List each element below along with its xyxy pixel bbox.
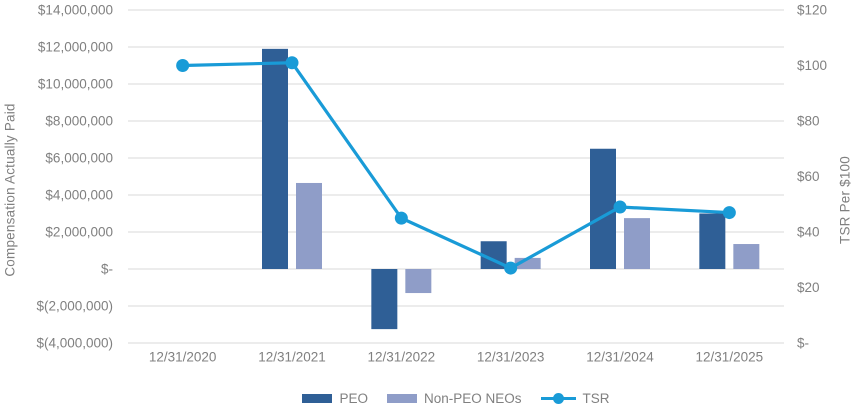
- left-axis-tick-label: $8,000,000: [45, 114, 113, 129]
- left-axis-tick-label: $4,000,000: [45, 188, 113, 203]
- right-axis-tick-label: $20: [797, 280, 820, 295]
- legend-label-peo: PEO: [339, 390, 368, 406]
- left-axis-tick-label: $14,000,000: [38, 3, 113, 18]
- bar-non-peo-neos: [296, 182, 322, 269]
- tsr-marker: [722, 206, 736, 220]
- legend-item-non-peo-neos: Non-PEO NEOs: [386, 390, 522, 406]
- x-axis-label: 12/31/2025: [696, 350, 764, 365]
- x-axis-label: 12/31/2023: [477, 350, 545, 365]
- left-axis-tick-label: $(4,000,000): [36, 336, 113, 351]
- x-axis-label: 12/31/2020: [149, 350, 217, 365]
- right-axis-tick-label: $80: [797, 114, 820, 129]
- right-axis-tick-label: $100: [797, 58, 827, 73]
- tsr-marker: [285, 56, 299, 70]
- legend-line-marker-icon: [540, 392, 576, 405]
- x-axis-label: 12/31/2024: [586, 350, 654, 365]
- legend-item-peo: PEO: [302, 391, 368, 406]
- legend-swatch-peo: [302, 393, 333, 403]
- legend-item-tsr: TSR: [540, 390, 610, 406]
- bar-non-peo-neos: [514, 257, 541, 269]
- right-axis-tick-label: $-: [797, 336, 809, 351]
- right-axis-tick-label: $120: [797, 3, 827, 18]
- tsr-marker: [504, 261, 518, 275]
- legend-label-tsr: TSR: [582, 390, 610, 406]
- x-axis-label: 12/31/2021: [258, 350, 326, 365]
- right-axis-tick-label: $60: [797, 169, 820, 184]
- left-axis-tick-label: $2,000,000: [45, 225, 113, 240]
- bar-non-peo-neos: [733, 244, 760, 269]
- bar-non-peo-neos: [405, 269, 432, 294]
- legend-label-non-peo-neos: Non-PEO NEOs: [423, 390, 522, 406]
- tsr-marker: [394, 211, 408, 225]
- x-axis-label: 12/31/2022: [368, 350, 436, 365]
- left-axis-tick-label: $10,000,000: [38, 77, 113, 92]
- bar-peo: [262, 48, 288, 269]
- left-axis-tick-label: $12,000,000: [38, 40, 113, 55]
- tsr-marker: [176, 59, 190, 72]
- left-axis-tick-label: $(2,000,000): [36, 299, 113, 314]
- bar-peo: [371, 269, 398, 330]
- right-axis-tick-label: $40: [797, 225, 820, 240]
- legend-swatch-non-peo-neos: [386, 393, 417, 403]
- bar-non-peo-neos: [624, 218, 650, 269]
- left-axis-tick-label: $-: [101, 262, 113, 277]
- chart-legend: PEO Non-PEO NEOs TSR: [128, 387, 784, 409]
- tsr-marker: [613, 200, 627, 214]
- bar-peo: [590, 148, 616, 269]
- left-axis-tick-label: $6,000,000: [45, 151, 113, 166]
- bar-peo: [699, 213, 726, 269]
- tsr-line: [181, 61, 731, 270]
